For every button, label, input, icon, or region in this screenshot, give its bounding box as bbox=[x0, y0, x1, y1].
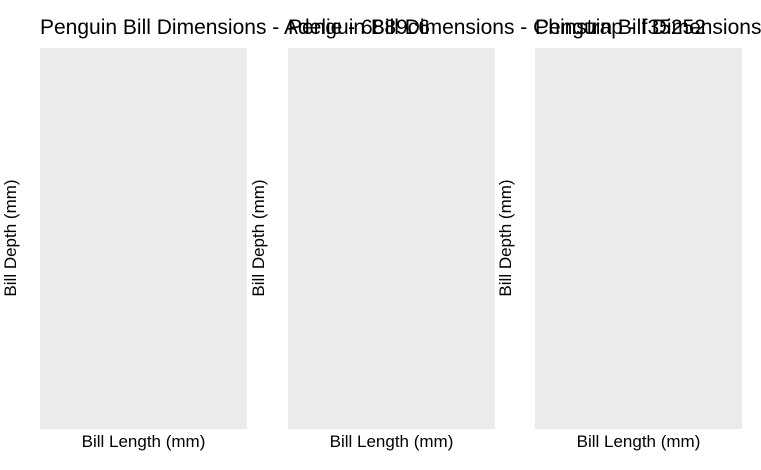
y-axis-label: Bill Depth (mm) bbox=[496, 179, 515, 297]
plot-panel bbox=[288, 48, 495, 429]
y-axis-label: Bill Depth (mm) bbox=[1, 179, 20, 297]
plot-panel bbox=[535, 48, 742, 429]
facet-adelie: Penguin Bill Dimensions - Adelie - 6889c… bbox=[1, 0, 430, 470]
facet-chinstrap: Penguin Bill Dimensions - Chinstrap - f3… bbox=[249, 0, 706, 470]
x-axis-label: Bill Length (mm) bbox=[329, 432, 454, 451]
plot-panel bbox=[40, 48, 247, 429]
y-axis-label: Bill Depth (mm) bbox=[249, 179, 268, 297]
x-axis-label: Bill Length (mm) bbox=[81, 432, 206, 451]
facet-third: Penguin Bill Dimensions Bill Depth (mm) … bbox=[496, 0, 761, 470]
facet-title: Penguin Bill Dimensions - Chinstrap - f3… bbox=[288, 16, 706, 39]
x-axis-label: Bill Length (mm) bbox=[576, 432, 701, 451]
facet-title: Penguin Bill Dimensions bbox=[535, 16, 761, 39]
facet-title: Penguin Bill Dimensions - Adelie - 6889c… bbox=[40, 16, 430, 39]
